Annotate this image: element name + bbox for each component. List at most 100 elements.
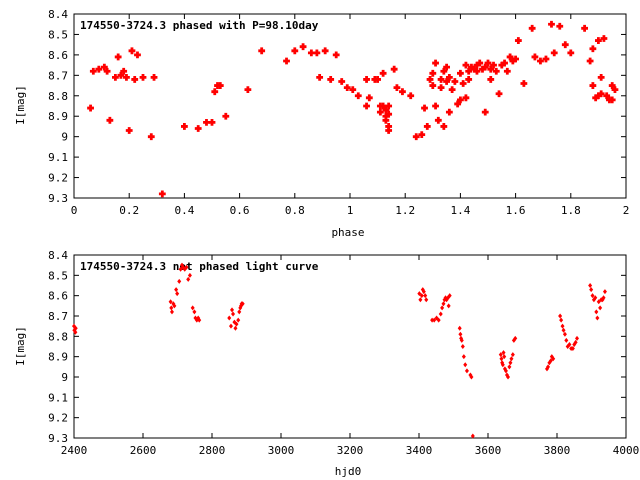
- phased-x-tick-label: 2: [623, 204, 630, 217]
- raw-data-point: [447, 293, 452, 299]
- phased-data-point: [327, 76, 335, 83]
- phased-data-point: [120, 67, 128, 75]
- phased-data-point: [106, 116, 114, 124]
- phased-data-point: [490, 61, 497, 69]
- raw-data-point: [430, 317, 435, 323]
- phased-data-point: [429, 69, 437, 77]
- phased-data-point: [208, 118, 216, 126]
- raw-data-point: [508, 360, 513, 366]
- phased-data-point: [123, 73, 130, 81]
- raw-data-point: [573, 339, 578, 345]
- raw-data-point: [227, 315, 232, 321]
- raw-data-point: [73, 329, 78, 335]
- phased-y-tick-label: 9: [61, 131, 68, 144]
- raw-data-point: [589, 287, 594, 293]
- raw-data-point: [234, 321, 239, 327]
- raw-data-point: [459, 337, 464, 343]
- phased-x-tick-label: 1.2: [395, 204, 415, 217]
- phased-data-point: [203, 118, 210, 126]
- phased-data-point: [332, 51, 340, 59]
- raw-x-tick-label: 2800: [199, 444, 226, 457]
- raw-y-tick-label: 8.7: [48, 310, 68, 323]
- raw-data-point: [593, 295, 598, 301]
- raw-data-point: [498, 352, 503, 358]
- raw-data-point: [551, 356, 556, 362]
- raw-data-point: [169, 309, 174, 315]
- phased-data-point: [349, 86, 357, 94]
- phased-data-point: [531, 53, 539, 61]
- phased-data-point: [589, 45, 597, 53]
- raw-data-point: [438, 311, 443, 317]
- phased-data-point: [379, 69, 387, 77]
- phased-data-point: [567, 49, 575, 57]
- raw-data-point: [172, 303, 177, 309]
- raw-data-point: [506, 374, 511, 380]
- raw-data-point: [178, 266, 183, 272]
- phased-data-point: [158, 190, 166, 198]
- raw-x-tick-label: 3400: [406, 444, 433, 457]
- raw-data-point: [228, 323, 233, 329]
- phased-data-point: [321, 47, 329, 55]
- phased-x-tick-label: 0.2: [119, 204, 139, 217]
- phased-data-point: [134, 51, 141, 59]
- phased-x-tick-label: 0.4: [174, 204, 194, 217]
- raw-data-point: [197, 317, 202, 323]
- raw-data-point: [513, 335, 518, 341]
- raw-data-point: [168, 299, 173, 305]
- raw-data-point: [588, 283, 593, 288]
- raw-y-tick-label: 8.5: [48, 269, 68, 282]
- raw-data-point: [595, 315, 600, 321]
- raw-data-point: [432, 317, 437, 323]
- phased-x-tick-label: 0.6: [230, 204, 250, 217]
- raw-data-point: [446, 303, 451, 309]
- phased-data-point: [429, 82, 437, 89]
- phased-data-point: [443, 63, 450, 71]
- phased-y-tick-label: 8.5: [48, 28, 68, 41]
- raw-data-point: [174, 287, 179, 293]
- raw-data-point: [192, 309, 197, 315]
- phased-data-point: [374, 76, 381, 83]
- raw-data-point: [240, 301, 245, 307]
- raw-data-point: [598, 305, 603, 311]
- phased-data-point: [600, 35, 608, 42]
- phased-data-point: [481, 108, 489, 116]
- raw-data-point: [575, 335, 580, 341]
- raw-data-point: [510, 352, 515, 358]
- phased-data-point: [556, 22, 564, 30]
- phased-data-point: [354, 92, 362, 100]
- raw-data-point: [560, 323, 565, 329]
- phased-data-point: [222, 112, 230, 120]
- phased-data-point: [363, 76, 370, 83]
- phased-data-point: [437, 84, 445, 91]
- phased-y-tick-label: 8.9: [48, 110, 68, 123]
- phased-data-point: [473, 67, 481, 75]
- raw-x-tick-label: 3800: [544, 444, 571, 457]
- raw-data-point: [469, 374, 474, 380]
- phased-data-point: [150, 73, 158, 81]
- phased-plot-frame: [73, 13, 627, 199]
- raw-data-point: [561, 327, 566, 333]
- phased-y-tick-label: 8.4: [48, 8, 68, 21]
- raw-data-point: [177, 278, 182, 284]
- phased-data-point: [608, 96, 616, 104]
- phased-data-point: [307, 49, 315, 57]
- phased-data-point: [421, 104, 428, 112]
- phased-data-point: [112, 73, 119, 81]
- raw-data-point: [175, 291, 180, 297]
- phased-x-tick-label: 1.8: [561, 204, 581, 217]
- phased-y-axis-label: I[mag]: [14, 85, 27, 125]
- raw-data-point: [424, 297, 429, 303]
- phased-data-point: [125, 127, 133, 134]
- phased-data-point: [495, 90, 503, 98]
- phased-data-point: [597, 73, 605, 81]
- phased-data-point: [363, 102, 370, 110]
- phased-data-point: [211, 88, 219, 96]
- phased-data-point: [459, 80, 467, 87]
- phased-data-point: [542, 55, 550, 63]
- raw-data-point: [463, 362, 468, 368]
- raw-data-point: [184, 264, 189, 270]
- phased-data-point: [492, 67, 500, 75]
- phased-y-tick-label: 8.6: [48, 49, 68, 62]
- phased-data-point: [376, 108, 384, 116]
- phased-data-point: [258, 47, 266, 55]
